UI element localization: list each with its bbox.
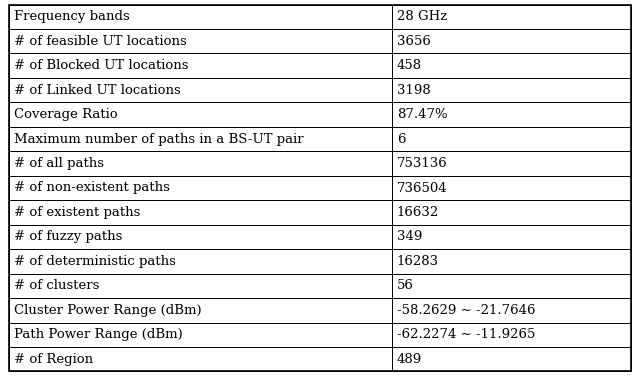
Text: # of deterministic paths: # of deterministic paths bbox=[14, 255, 176, 268]
Bar bbox=[392, 29, 631, 53]
Bar bbox=[9, 5, 392, 29]
Text: 6: 6 bbox=[397, 133, 405, 146]
Bar bbox=[392, 200, 631, 225]
Bar bbox=[9, 249, 392, 274]
Text: # of clusters: # of clusters bbox=[14, 279, 99, 293]
Bar bbox=[9, 53, 392, 78]
Bar bbox=[392, 151, 631, 176]
Bar bbox=[392, 102, 631, 127]
Bar bbox=[392, 127, 631, 151]
Bar bbox=[392, 78, 631, 102]
Text: 736504: 736504 bbox=[397, 182, 447, 194]
Text: 3656: 3656 bbox=[397, 35, 431, 48]
Text: Path Power Range (dBm): Path Power Range (dBm) bbox=[14, 328, 183, 341]
Bar bbox=[392, 176, 631, 200]
Text: 753136: 753136 bbox=[397, 157, 447, 170]
Text: 458: 458 bbox=[397, 59, 422, 72]
Text: 87.47%: 87.47% bbox=[397, 108, 447, 121]
Text: # of feasible UT locations: # of feasible UT locations bbox=[14, 35, 187, 48]
Text: # of Region: # of Region bbox=[14, 353, 93, 366]
Text: # of non-existent paths: # of non-existent paths bbox=[14, 182, 170, 194]
Bar bbox=[9, 127, 392, 151]
Text: -58.2629 ∼ -21.7646: -58.2629 ∼ -21.7646 bbox=[397, 304, 535, 317]
Bar bbox=[9, 347, 392, 371]
Bar bbox=[392, 53, 631, 78]
Text: # of fuzzy paths: # of fuzzy paths bbox=[14, 230, 122, 243]
Bar bbox=[9, 323, 392, 347]
Text: -62.2274 ∼ -11.9265: -62.2274 ∼ -11.9265 bbox=[397, 328, 535, 341]
Bar bbox=[9, 102, 392, 127]
Bar bbox=[392, 347, 631, 371]
Bar bbox=[392, 298, 631, 323]
Text: 489: 489 bbox=[397, 353, 422, 366]
Bar bbox=[9, 151, 392, 176]
Bar bbox=[9, 176, 392, 200]
Text: # of all paths: # of all paths bbox=[14, 157, 104, 170]
Text: Cluster Power Range (dBm): Cluster Power Range (dBm) bbox=[14, 304, 202, 317]
Text: Coverage Ratio: Coverage Ratio bbox=[14, 108, 118, 121]
Text: 16283: 16283 bbox=[397, 255, 439, 268]
Text: 349: 349 bbox=[397, 230, 422, 243]
Text: # of existent paths: # of existent paths bbox=[14, 206, 140, 219]
Bar bbox=[9, 200, 392, 225]
Text: 56: 56 bbox=[397, 279, 413, 293]
Bar bbox=[9, 78, 392, 102]
Bar bbox=[392, 249, 631, 274]
Text: 3198: 3198 bbox=[397, 83, 431, 97]
Bar bbox=[392, 5, 631, 29]
Bar bbox=[9, 225, 392, 249]
Text: Maximum number of paths in a BS-UT pair: Maximum number of paths in a BS-UT pair bbox=[14, 133, 304, 146]
Text: # of Blocked UT locations: # of Blocked UT locations bbox=[14, 59, 189, 72]
Bar bbox=[392, 274, 631, 298]
Text: 28 GHz: 28 GHz bbox=[397, 10, 447, 23]
Text: # of Linked UT locations: # of Linked UT locations bbox=[14, 83, 181, 97]
Bar bbox=[392, 323, 631, 347]
Bar bbox=[9, 274, 392, 298]
Text: 16632: 16632 bbox=[397, 206, 439, 219]
Text: Frequency bands: Frequency bands bbox=[14, 10, 130, 23]
Bar bbox=[9, 29, 392, 53]
Bar bbox=[392, 225, 631, 249]
Bar bbox=[9, 298, 392, 323]
